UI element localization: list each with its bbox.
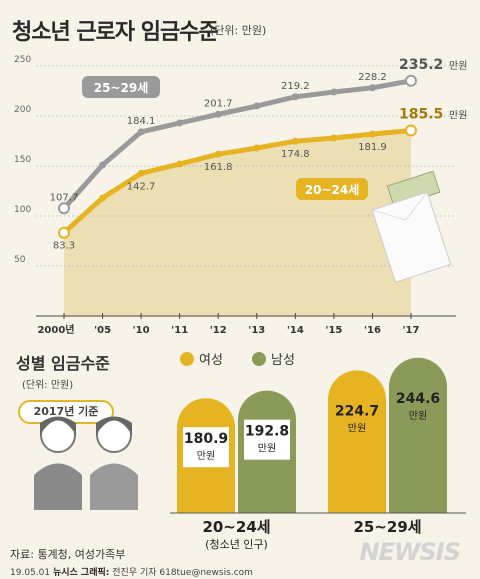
- bar-cap: [328, 370, 386, 429]
- legend-label: 남성: [271, 353, 295, 368]
- category-note: (청소년 인구): [205, 538, 268, 551]
- data-label: 107.7: [50, 192, 79, 203]
- data-point: [58, 202, 70, 215]
- data-label: 181.9: [358, 142, 387, 153]
- newsis-logo: NEWSIS: [359, 538, 461, 566]
- credit-text: 전진우 기자 618tue@newsis.com: [112, 568, 253, 578]
- y-tick-label: 50: [14, 255, 26, 265]
- data-point: [330, 134, 338, 142]
- x-tick-label: '15: [325, 325, 342, 336]
- person-body: [90, 463, 138, 510]
- bar-value-unit: 만원: [197, 450, 215, 462]
- data-point: [253, 144, 261, 152]
- data-point: [405, 124, 417, 137]
- data-label: 142.7: [127, 181, 156, 192]
- gender-bar-chart: 여성 남성 180.9 만원 224.7 만원 192.8 만원 244.6 만원 20~24세 25…: [34, 352, 466, 551]
- x-tick-label: '14: [287, 325, 304, 336]
- x-tick-label: '13: [248, 325, 265, 336]
- bar-value-label: 192.8: [245, 424, 289, 440]
- data-point: [176, 119, 184, 127]
- gender-section-title: 성별 임금수준: [16, 354, 110, 373]
- y-tick-label: 150: [14, 155, 31, 165]
- bar-value-label: 224.7: [335, 403, 379, 419]
- title-unit: (단위: 만원): [210, 24, 267, 37]
- series-badge-label: 20~24세: [305, 182, 360, 197]
- data-point: [99, 194, 107, 202]
- category-label: 25~29세: [353, 518, 421, 536]
- credit-date: 19.05.01: [10, 568, 51, 578]
- data-label: 235.2: [399, 57, 443, 73]
- data-point: [58, 226, 70, 239]
- bar-value-label: 180.9: [184, 431, 228, 447]
- data-point: [368, 130, 376, 138]
- data-point: [99, 161, 107, 169]
- x-tick-label: '10: [133, 325, 150, 336]
- credit-line: 19.05.01 뉴시스 그래픽: 전진우 기자 618tue@newsis.c…: [10, 565, 253, 578]
- legend-label: 여성: [199, 353, 223, 368]
- y-tick-label: 200: [14, 105, 31, 115]
- data-point: [253, 102, 261, 110]
- x-tick-label: 2000년: [37, 323, 74, 336]
- x-tick-label: '17: [403, 325, 420, 336]
- x-tick-label: '05: [94, 325, 111, 336]
- data-label: 219.2: [281, 81, 310, 92]
- series-line: [61, 128, 414, 236]
- data-point: [214, 110, 222, 118]
- x-tick-label: '11: [171, 325, 188, 336]
- person-body: [34, 463, 82, 510]
- data-point: [291, 137, 299, 145]
- area-fill: [64, 130, 411, 316]
- data-point: [176, 160, 184, 168]
- value-unit: 만원: [449, 110, 467, 122]
- people-icon: [34, 416, 138, 510]
- bar-cap: [389, 357, 447, 416]
- series-badge-bg: [296, 178, 368, 200]
- page-title: 청소년 근로자 임금수준: [12, 20, 219, 45]
- data-label: 201.7: [204, 98, 233, 109]
- data-point: [291, 93, 299, 101]
- y-tick-label: 100: [14, 205, 31, 215]
- series-line: [61, 78, 414, 211]
- data-label: 174.8: [281, 149, 310, 160]
- data-point: [137, 169, 145, 177]
- value-label-bg: [244, 419, 290, 460]
- bar-value-unit: 만원: [258, 443, 276, 455]
- series-badge-bg: [82, 76, 160, 98]
- data-point: [330, 88, 338, 96]
- bar-value-unit: 만원: [348, 422, 366, 434]
- source-note: 자료: 통계청, 여성가족부: [10, 548, 126, 561]
- person-hair: [96, 416, 132, 435]
- data-label: 83.3: [53, 241, 75, 252]
- bar-value-unit: 만원: [409, 410, 427, 422]
- data-label: 185.5: [399, 107, 443, 123]
- data-point: [214, 150, 222, 158]
- person-hair: [40, 416, 76, 435]
- data-point: [405, 74, 417, 87]
- value-label-bg: [183, 427, 229, 468]
- credit-label: 뉴시스 그래픽:: [52, 568, 110, 578]
- envelope-flap: [371, 191, 428, 221]
- line-chart: 50 100 150 200 250 2000년 '05 '10 '11 '12 '13 '14 '15…: [14, 55, 467, 336]
- legend-swatch: [252, 352, 266, 366]
- data-label: 184.1: [127, 116, 156, 127]
- x-tick-label: '12: [210, 325, 227, 336]
- data-point: [137, 128, 145, 136]
- gender-section-unit: (단위: 만원): [22, 380, 74, 391]
- data-point: [368, 84, 376, 92]
- value-unit: 만원: [449, 60, 467, 72]
- data-label: 228.2: [358, 72, 387, 83]
- legend-swatch: [180, 352, 194, 366]
- y-tick-label: 250: [14, 55, 31, 65]
- bar-value-label: 244.6: [396, 391, 440, 407]
- x-tick-label: '16: [364, 325, 381, 336]
- category-label: 20~24세: [202, 518, 270, 536]
- data-label: 161.8: [204, 162, 233, 173]
- envelope-body: [371, 191, 452, 283]
- envelope-icon: [371, 170, 452, 283]
- series-badge-label: 25~29세: [94, 80, 149, 95]
